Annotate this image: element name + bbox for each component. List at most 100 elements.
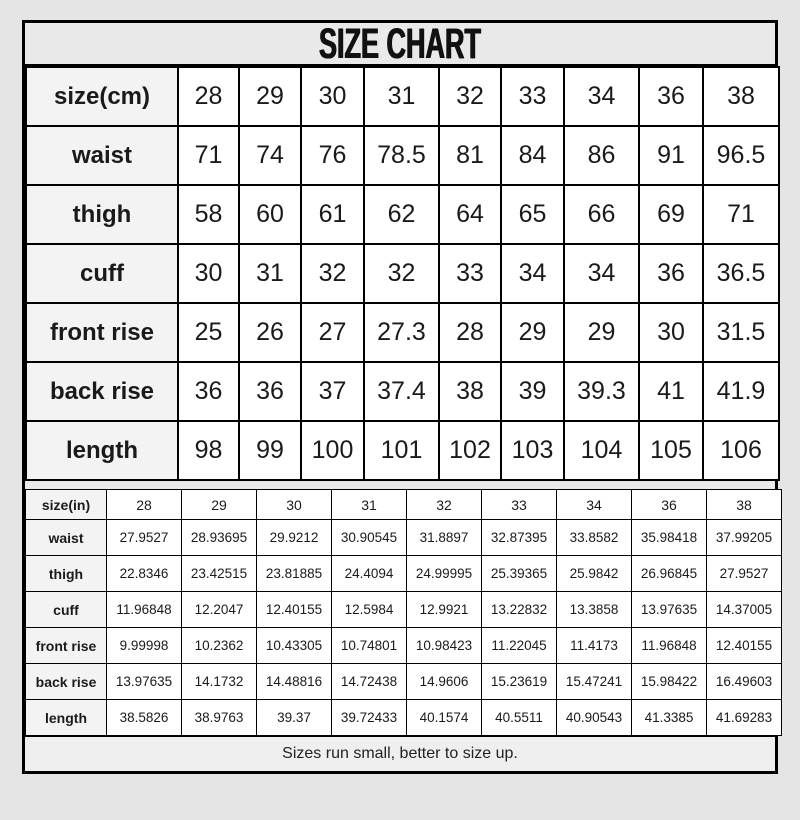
cm-cell: 36 [238,361,302,422]
in-row-label: cuff [25,591,107,628]
cm-cell: 100 [300,420,365,481]
cm-cell: 27.3 [363,302,440,363]
size-chart-panel: SIZE CHART size(cm) 28 29 30 31 32 33 34… [22,20,782,774]
in-row-label: size(in) [25,489,107,520]
cm-cell: 86 [563,125,640,186]
in-cell: 13.97635 [106,663,182,700]
in-row-front-rise: front rise 9.99998 10.2362 10.43305 10.7… [25,627,782,664]
in-row-waist: waist 27.9527 28.93695 29.9212 30.90545 … [25,519,782,556]
cm-size-value: 34 [563,66,640,127]
size-table-inches: size(in) 28 29 30 31 32 33 34 36 38 wais… [25,489,782,736]
cm-cell: 101 [363,420,440,481]
in-cell: 41.69283 [706,699,782,736]
in-cell: 39.72433 [331,699,407,736]
cm-cell: 39 [500,361,565,422]
in-cell: 40.5511 [481,699,557,736]
cm-cell: 31 [238,243,302,304]
in-size-value: 33 [481,489,557,520]
in-size-value: 34 [556,489,632,520]
in-cell: 11.96848 [106,591,182,628]
in-cell: 23.42515 [181,555,257,592]
cm-cell: 102 [438,420,502,481]
in-cell: 14.9606 [406,663,482,700]
in-size-value: 32 [406,489,482,520]
in-cell: 13.3858 [556,591,632,628]
in-cell: 27.9527 [106,519,182,556]
in-cell: 14.48816 [256,663,332,700]
cm-row-label: cuff [25,243,179,304]
cm-size-value: 33 [500,66,565,127]
in-cell: 13.22832 [481,591,557,628]
cm-size-value: 38 [702,66,780,127]
in-cell: 10.74801 [331,627,407,664]
cm-row-label: size(cm) [25,66,179,127]
in-cell: 25.39365 [481,555,557,592]
in-size-value: 28 [106,489,182,520]
in-cell: 39.37 [256,699,332,736]
in-cell: 25.9842 [556,555,632,592]
in-cell: 14.72438 [331,663,407,700]
cm-cell: 31.5 [702,302,780,363]
cm-cell: 84 [500,125,565,186]
cm-size-value: 28 [177,66,240,127]
cm-cell: 91 [638,125,704,186]
in-row-length: length 38.5826 38.9763 39.37 39.72433 40… [25,699,782,736]
cm-row-label: thigh [25,184,179,245]
in-cell: 14.37005 [706,591,782,628]
in-cell: 38.9763 [181,699,257,736]
cm-cell: 98 [177,420,240,481]
cm-row-label: back rise [25,361,179,422]
in-cell: 11.96848 [631,627,707,664]
cm-cell: 36 [177,361,240,422]
in-cell: 31.8897 [406,519,482,556]
cm-cell: 34 [563,243,640,304]
cm-cell: 81 [438,125,502,186]
in-cell: 12.2047 [181,591,257,628]
cm-cell: 99 [238,420,302,481]
in-cell: 38.5826 [106,699,182,736]
cm-cell: 34 [500,243,565,304]
table-divider [25,481,775,489]
size-table-cm: size(cm) 28 29 30 31 32 33 34 36 38 wais… [25,66,780,481]
in-row-label: thigh [25,555,107,592]
in-cell: 37.99205 [706,519,782,556]
cm-cell: 33 [438,243,502,304]
in-row-label: waist [25,519,107,556]
cm-cell: 25 [177,302,240,363]
cm-row-waist: waist 71 74 76 78.5 81 84 86 91 96.5 [25,125,780,186]
in-cell: 24.99995 [406,555,482,592]
in-cell: 11.4173 [556,627,632,664]
cm-size-value: 29 [238,66,302,127]
cm-header-row: size(cm) 28 29 30 31 32 33 34 36 38 [25,66,780,127]
in-cell: 27.9527 [706,555,782,592]
in-cell: 16.49603 [706,663,782,700]
in-cell: 40.1574 [406,699,482,736]
cm-cell: 103 [500,420,565,481]
in-cell: 12.9921 [406,591,482,628]
cm-cell: 30 [638,302,704,363]
footer-note-bar: Sizes run small, better to size up. [25,736,775,771]
in-cell: 41.3385 [631,699,707,736]
cm-cell: 69 [638,184,704,245]
cm-cell: 36 [638,243,704,304]
cm-cell: 58 [177,184,240,245]
in-cell: 28.93695 [181,519,257,556]
cm-size-value: 32 [438,66,502,127]
cm-cell: 37.4 [363,361,440,422]
in-size-value: 29 [181,489,257,520]
cm-cell: 27 [300,302,365,363]
cm-cell: 71 [702,184,780,245]
cm-cell: 32 [300,243,365,304]
in-size-value: 38 [706,489,782,520]
in-cell: 26.96845 [631,555,707,592]
cm-cell: 71 [177,125,240,186]
cm-cell: 41.9 [702,361,780,422]
cm-row-label: front rise [25,302,179,363]
in-size-value: 31 [331,489,407,520]
page-title: SIZE CHART [319,23,481,66]
in-cell: 12.40155 [706,627,782,664]
cm-cell: 39.3 [563,361,640,422]
cm-size-value: 31 [363,66,440,127]
in-cell: 15.47241 [556,663,632,700]
in-cell: 10.2362 [181,627,257,664]
